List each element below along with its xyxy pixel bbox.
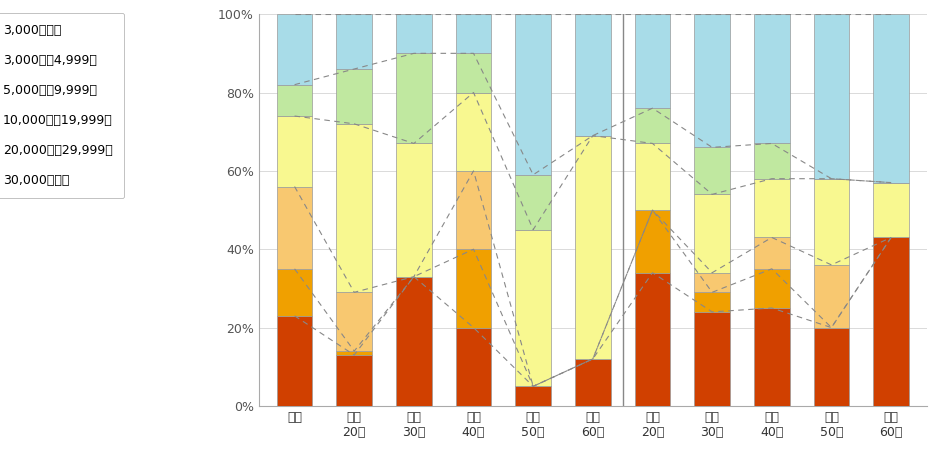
Bar <box>516 14 551 175</box>
Bar <box>694 194 730 273</box>
Bar <box>873 183 909 237</box>
Bar <box>634 108 670 143</box>
Bar <box>873 237 909 406</box>
Bar <box>396 277 432 406</box>
Bar <box>336 124 372 292</box>
Bar <box>277 269 312 316</box>
Bar <box>694 273 730 292</box>
Bar <box>336 351 372 355</box>
Bar <box>634 143 670 210</box>
Bar <box>575 14 611 135</box>
Bar <box>396 14 432 53</box>
Bar <box>455 249 491 328</box>
Bar <box>814 14 850 179</box>
Legend: 3,000円未満, 3,000円～4,999円, 5,000円～9,999円, 10,000円～19,999円, 20,000円～29,999円, 30,000: 3,000円未満, 3,000円～4,999円, 5,000円～9,999円, … <box>0 13 124 198</box>
Bar <box>814 265 850 328</box>
Bar <box>694 312 730 406</box>
Bar <box>455 14 491 53</box>
Bar <box>873 14 909 183</box>
Bar <box>694 14 730 147</box>
Bar <box>336 292 372 351</box>
Bar <box>754 179 789 237</box>
Bar <box>754 308 789 406</box>
Bar <box>694 147 730 194</box>
Bar <box>396 143 432 277</box>
Bar <box>814 328 850 406</box>
Bar <box>277 316 312 406</box>
Bar <box>814 179 850 265</box>
Bar <box>754 269 789 308</box>
Bar <box>277 84 312 116</box>
Bar <box>694 292 730 312</box>
Bar <box>634 210 670 273</box>
Bar <box>455 328 491 406</box>
Bar <box>634 273 670 406</box>
Bar <box>754 143 789 179</box>
Bar <box>516 386 551 406</box>
Bar <box>516 175 551 229</box>
Bar <box>455 53 491 93</box>
Bar <box>754 237 789 269</box>
Bar <box>455 171 491 249</box>
Bar <box>634 14 670 108</box>
Bar <box>754 14 789 143</box>
Bar <box>575 359 611 406</box>
Bar <box>277 116 312 186</box>
Bar <box>336 14 372 69</box>
Bar <box>277 14 312 84</box>
Bar <box>396 53 432 143</box>
Bar <box>336 69 372 124</box>
Bar <box>516 229 551 386</box>
Bar <box>277 186 312 269</box>
Bar <box>336 355 372 406</box>
Bar <box>575 135 611 359</box>
Bar <box>455 93 491 171</box>
